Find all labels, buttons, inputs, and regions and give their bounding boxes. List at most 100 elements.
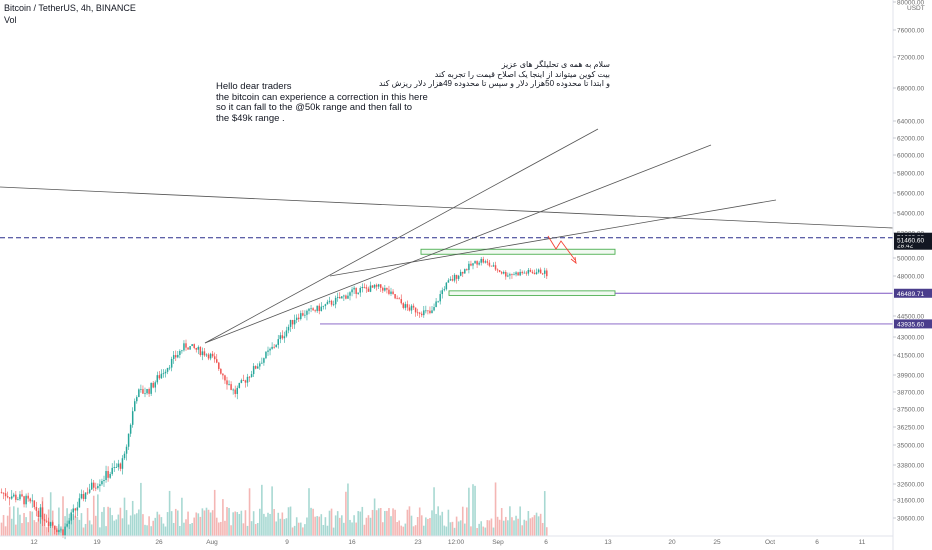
- candle-body: [33, 500, 36, 508]
- candle-body: [119, 463, 122, 469]
- trend-line: [0, 186, 894, 229]
- candle-body: [56, 529, 58, 533]
- volume-bar: [363, 524, 366, 536]
- candle-body: [269, 348, 271, 351]
- volume-bar: [142, 514, 144, 536]
- volume-bar: [111, 515, 113, 536]
- candle-body: [158, 375, 161, 379]
- level-2-tag: 46489.71: [894, 288, 932, 298]
- volume-bar: [140, 482, 142, 536]
- candle-body: [25, 495, 27, 505]
- y-tick-label: 33800.00: [897, 462, 924, 469]
- candle-body: [131, 411, 134, 425]
- candle-body: [150, 382, 152, 394]
- volume-bar: [170, 511, 173, 536]
- candle-body: [62, 529, 64, 537]
- volume-bar: [13, 506, 15, 536]
- volume-bar: [185, 519, 187, 536]
- candle-body: [259, 363, 261, 367]
- volume-bar: [90, 524, 93, 536]
- volume-bar: [31, 511, 34, 536]
- volume-bar: [99, 527, 101, 536]
- candle-body: [308, 308, 310, 311]
- candle-body: [445, 282, 448, 290]
- x-tick-label: 12:00: [448, 539, 465, 546]
- candle-body: [451, 279, 454, 281]
- support-zone: [448, 290, 616, 296]
- candle-body: [84, 492, 87, 499]
- volume-bar: [429, 517, 431, 536]
- candle-body: [80, 493, 83, 499]
- level-2-tag-box: [894, 288, 932, 298]
- candle-body: [41, 507, 44, 520]
- candle-body: [523, 272, 525, 274]
- candle-body: [363, 286, 366, 288]
- volume-bar: [259, 508, 261, 536]
- volume-bar: [97, 494, 99, 536]
- volume-bar: [314, 516, 316, 536]
- candle-body: [361, 286, 364, 289]
- volume-bar: [328, 510, 331, 536]
- english-annotation[interactable]: Hello dear traders the bitcoin can exper…: [216, 81, 428, 124]
- volume-bar: [351, 522, 353, 536]
- volume-bar: [496, 516, 499, 536]
- volume-bar: [72, 514, 75, 536]
- candle-body: [380, 284, 382, 288]
- volume-bar: [80, 513, 83, 536]
- candle-body: [228, 384, 230, 385]
- candle-body: [216, 359, 218, 363]
- y-tick-label: 76000.00: [897, 27, 924, 34]
- candle-body: [115, 467, 118, 468]
- volume-bar: [527, 511, 530, 536]
- volume-bar: [203, 510, 206, 536]
- volume-bar: [464, 523, 466, 536]
- volume-bar: [254, 524, 257, 536]
- volume-bar: [205, 507, 208, 536]
- candle-body: [142, 389, 144, 394]
- volume-bar: [513, 520, 515, 536]
- candle-body: [60, 529, 62, 531]
- candle-body: [330, 300, 333, 305]
- candle-body: [412, 305, 415, 308]
- candle-body: [275, 344, 277, 347]
- volume-bar: [109, 507, 111, 536]
- volume-bar: [445, 526, 448, 536]
- candle-body: [209, 353, 212, 359]
- candle-body: [511, 274, 513, 275]
- y-tick-label: 58000.00: [897, 170, 924, 177]
- y-tick-label: 72000.00: [897, 54, 924, 61]
- volume-bar: [39, 515, 42, 536]
- candle-body: [123, 453, 126, 459]
- volume-bar: [482, 526, 485, 536]
- candle-body: [70, 512, 72, 521]
- candle-body: [121, 458, 124, 469]
- volume-indicator-label[interactable]: Vol: [4, 15, 17, 25]
- volume-bar: [125, 510, 128, 536]
- candle-body: [64, 526, 66, 537]
- volume-bar: [287, 507, 290, 536]
- candle-body: [359, 288, 361, 293]
- currency-label: USDT: [907, 5, 925, 12]
- volume-bar: [365, 517, 368, 536]
- volume-bar: [453, 527, 456, 536]
- volume-bar: [355, 522, 357, 536]
- volume-bar: [236, 512, 239, 536]
- candle-body: [213, 356, 216, 360]
- candle-body: [154, 382, 156, 388]
- candle-body: [23, 496, 25, 505]
- candle-body: [293, 319, 296, 325]
- candle-body: [453, 274, 456, 281]
- candle-body: [429, 310, 431, 314]
- level-1-tag-box: [894, 235, 932, 245]
- volume-bar: [136, 513, 138, 536]
- volume-bar: [384, 510, 386, 536]
- candle-body: [168, 367, 171, 369]
- candle-body: [250, 374, 253, 378]
- candle-body: [328, 300, 331, 302]
- persian-annotation[interactable]: سلام به همه ی تحلیلگر های عزیز بیت کوین …: [378, 60, 610, 89]
- volume-bar: [168, 490, 171, 536]
- candle-body: [68, 520, 70, 524]
- level-3-tag-text: 43935.60: [897, 321, 924, 328]
- candle-body: [349, 292, 351, 296]
